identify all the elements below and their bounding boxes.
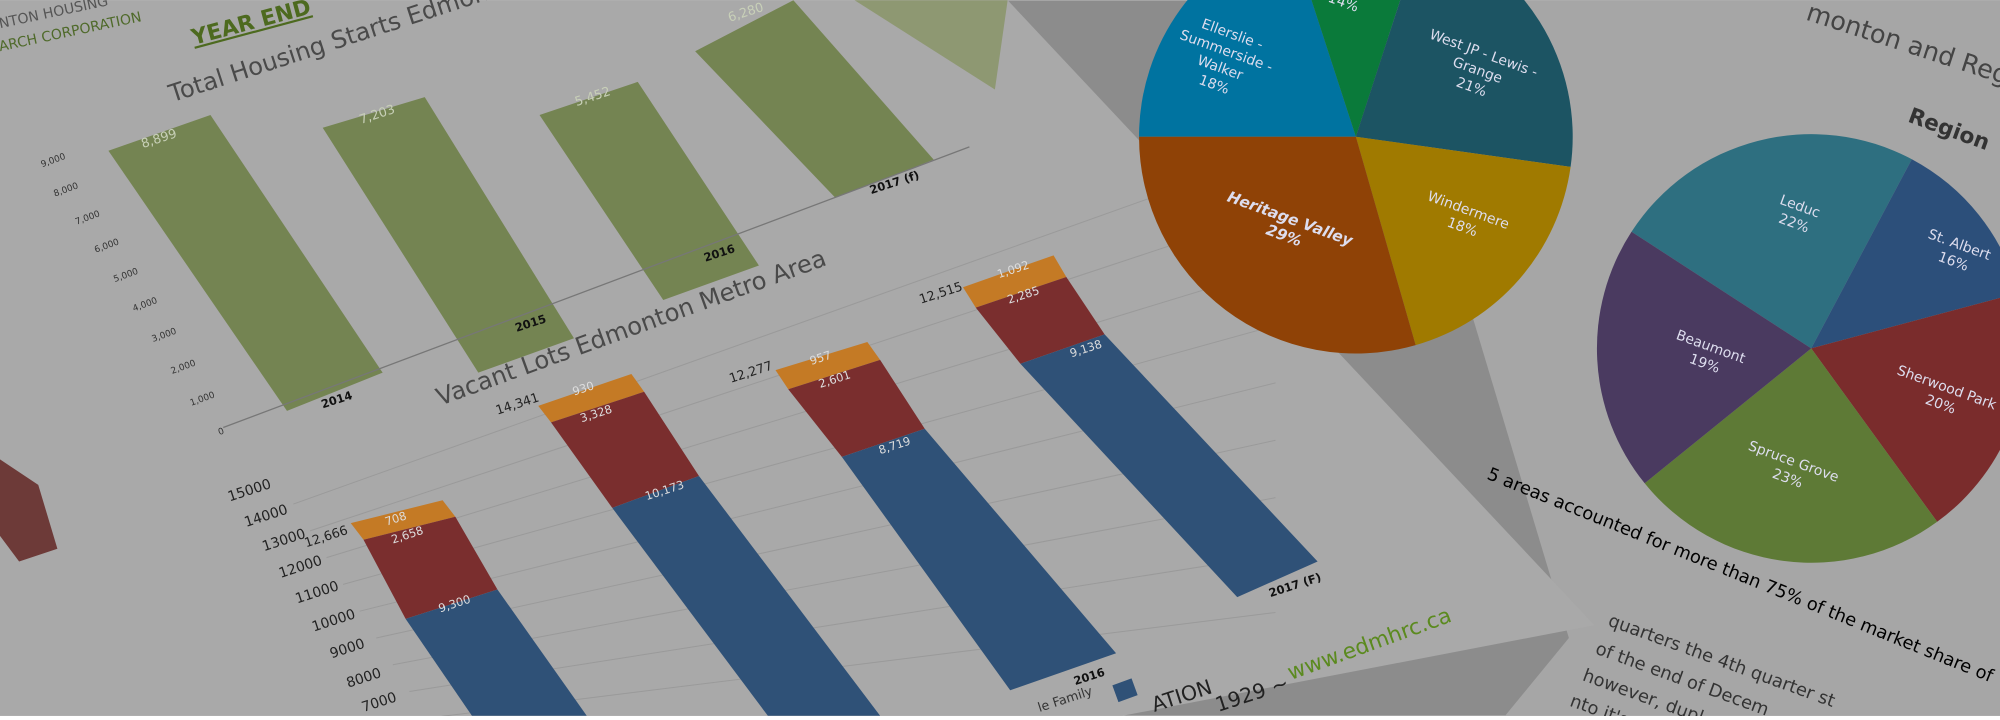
paper-fold [854,0,1008,90]
bar [322,97,574,373]
segment [551,391,699,508]
pie-wedge [1596,231,1812,484]
grid-line [326,267,1276,559]
grid-line [392,497,1276,666]
segment [775,342,881,390]
pie-wedge [1811,297,2000,522]
segment [963,255,1067,308]
label: 708 [383,509,408,529]
axis-line [222,146,970,429]
segment [1020,334,1318,598]
label: 930 [571,378,596,398]
segment [841,428,1117,691]
stacked-bars [350,255,1318,716]
bar [539,81,759,300]
pie-wedge [1139,136,1416,354]
segment [405,589,587,716]
pie-wedge [1644,348,1938,563]
grid-line [293,152,1276,505]
segment [975,277,1105,364]
label: 0 [217,427,226,438]
segment [538,373,645,423]
grid-line [409,554,1276,693]
corner-shape [0,459,58,562]
pies [1139,0,2000,563]
legend-swatch [1112,678,1138,703]
segment [350,500,456,540]
pie-wedge [1311,0,1401,137]
segment [788,359,925,457]
bar [108,115,383,411]
bars [108,0,970,429]
pie-label: Leduc22% [1771,192,1822,238]
segment [363,516,498,619]
bar [695,0,934,198]
pie-wedge [1631,134,1912,349]
pie-wedge [1355,136,1571,346]
pie-wedge [1811,159,2000,349]
pie-wedge [1139,0,1356,137]
segment [612,475,881,716]
label: 957 [808,348,833,368]
pie-wedge [1355,0,1573,167]
